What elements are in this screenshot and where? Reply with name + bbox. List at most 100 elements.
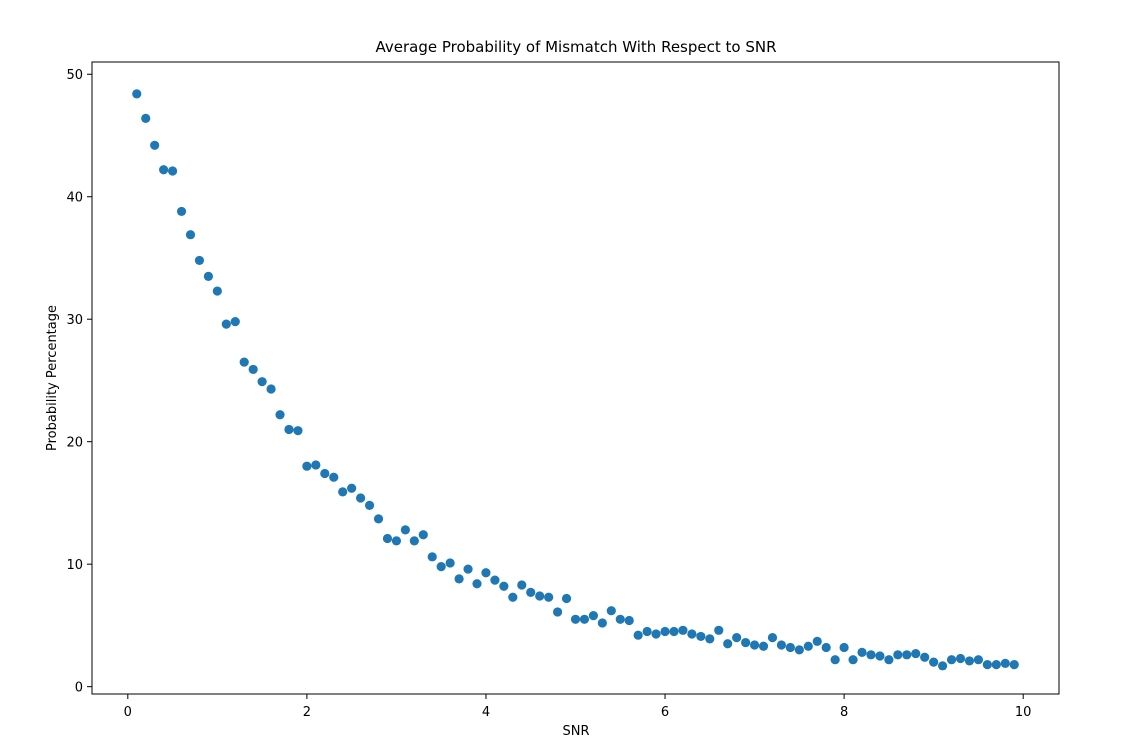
scatter-point [821,642,831,653]
scatter-point [490,575,500,585]
scatter-point [920,652,930,662]
scatter-point [221,319,231,329]
y-tick-label: 50 [66,68,83,83]
x-tick-label: 4 [482,705,490,720]
x-tick-label: 6 [661,705,669,720]
scatter-point [982,660,992,670]
y-axis-label: Probability Percentage [45,305,60,451]
scatter-point [973,655,984,665]
scatter-point [472,579,482,589]
scatter-point [445,558,455,568]
scatter-point [714,625,724,635]
scatter-point [651,629,661,639]
scatter-point [481,568,491,578]
scatter-point [418,530,428,540]
scatter-point [526,587,536,597]
scatter-point [741,637,751,648]
scatter-point [955,653,966,664]
scatter-point [391,536,402,546]
scatter-point [696,631,706,642]
scatter-point [758,641,769,651]
scatter-point [132,89,142,99]
scatter-point [364,500,375,510]
plot-area [91,61,1060,695]
scatter-point [248,364,258,375]
scatter-point [427,552,437,562]
scatter-point [239,357,249,367]
scatter-point [964,656,975,666]
scatter-point [839,642,849,653]
x-tick-label: 10 [1015,705,1032,720]
scatter-point [938,661,948,671]
scatter-point [436,562,446,572]
scatter-point [409,536,419,546]
scatter-point [830,655,840,665]
scatter-point [517,580,527,590]
scatter-point [615,614,625,624]
scatter-point [167,166,178,176]
scatter-point [579,614,590,624]
y-tick-label: 20 [66,436,83,451]
scatter-point [320,468,330,479]
scatter-point [606,606,616,616]
scatter-point [749,640,760,650]
scatter-point [991,660,1001,670]
y-tick-label: 0 [75,681,83,696]
scatter-point [946,655,957,665]
scatter-point [875,651,885,661]
scatter-point [561,593,572,604]
plot-frame [91,61,1060,695]
x-axis-ticks: 0 2 4 6 8 10 [124,694,1032,720]
chart-title: Average Probability of Mismatch With Res… [375,38,776,56]
scatter-point [705,634,715,644]
scatter-point [552,607,563,617]
scatter-point [141,113,151,123]
scatter-point [463,564,473,574]
scatter-point [642,626,652,637]
scatter-point [884,655,894,665]
scatter-point [1000,658,1010,668]
data-points [132,89,1019,671]
scatter-point [588,611,599,621]
scatter-point [776,640,787,650]
scatter-point [150,140,160,150]
scatter-point [293,426,303,436]
scatter-point [185,230,196,240]
scatter-point [203,271,213,281]
scatter-point [660,626,670,637]
scatter-point [311,460,321,470]
y-axis-ticks: 0 10 20 30 40 50 [66,68,92,696]
scatter-point [723,639,733,649]
x-tick-label: 2 [303,705,311,720]
scatter-point [356,493,366,503]
scatter-point [669,626,679,637]
scatter-point [302,461,312,471]
scatter-point [275,410,285,420]
scatter-point [848,655,858,665]
y-tick-label: 40 [66,191,83,206]
scatter-point [373,514,384,524]
x-axis-label: SNR [562,724,589,739]
scatter-point [929,657,939,667]
scatter-point [284,424,294,435]
scatter-point [159,165,169,175]
scatter-point [624,615,634,626]
scatter-point [535,591,545,601]
scatter-point [544,592,554,602]
scatter-point [1009,660,1019,670]
scatter-point [338,487,348,497]
scatter-point [678,625,688,635]
scatter-point [347,483,357,493]
scatter-point [499,581,509,591]
scatter-point [212,286,222,296]
x-tick-label: 8 [840,705,848,720]
scatter-point [266,384,276,394]
scatter-point [194,255,205,266]
scatter-point [382,533,393,544]
scatter-point [257,377,267,387]
scatter-point [812,636,822,646]
scatter-point [732,633,742,643]
scatter-point [803,641,813,651]
